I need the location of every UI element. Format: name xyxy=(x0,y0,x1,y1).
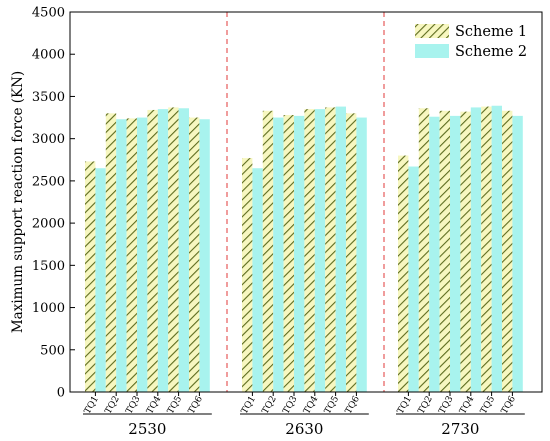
bar-scheme-2 xyxy=(470,107,482,392)
bar-scheme-2 xyxy=(314,109,326,392)
y-tick-label: 4000 xyxy=(32,48,65,63)
bar-scheme-1 xyxy=(460,111,471,393)
bar-scheme-2 xyxy=(335,106,346,393)
bar-scheme-1 xyxy=(439,110,450,393)
bar-scheme-2 xyxy=(157,109,169,392)
bar-scheme-1 xyxy=(262,110,274,393)
bar-scheme-1 xyxy=(85,161,96,392)
y-tick-label: 1500 xyxy=(32,259,65,274)
bar-scheme-1 xyxy=(105,113,117,392)
bar-scheme-1 xyxy=(325,107,336,392)
group-label: 2730 xyxy=(441,420,479,438)
bar-scheme-2 xyxy=(116,119,127,392)
y-axis-label: Maximum support reaction force (KN) xyxy=(10,71,26,333)
plot-frame xyxy=(69,11,543,393)
bar-scheme-2 xyxy=(491,105,502,392)
y-tick-label: 0 xyxy=(57,386,65,401)
bar-scheme-2 xyxy=(95,168,106,392)
bar-scheme-2 xyxy=(512,115,523,392)
bar-scheme-2 xyxy=(273,117,284,393)
bar-scheme-2 xyxy=(137,117,148,393)
bar-scheme-1 xyxy=(304,109,315,392)
y-tick-label: 2500 xyxy=(32,174,65,189)
bar-scheme-1 xyxy=(418,108,430,393)
bar-scheme-1 xyxy=(398,155,409,392)
bar-scheme-1 xyxy=(242,158,253,392)
bar-scheme-1 xyxy=(346,113,357,392)
bar-scheme-1 xyxy=(189,117,200,393)
bar-scheme-1 xyxy=(502,110,513,393)
group-label: 2530 xyxy=(128,420,166,438)
bar-scheme-2 xyxy=(450,115,461,392)
y-tick-label: 3000 xyxy=(32,132,65,147)
bar-scheme-2 xyxy=(199,119,210,392)
bar-scheme-2 xyxy=(429,116,440,392)
legend-swatch-2 xyxy=(415,44,449,58)
bar-scheme-1 xyxy=(168,107,179,392)
y-tick-label: 500 xyxy=(40,343,65,358)
y-tick-label: 1000 xyxy=(32,301,65,316)
bar-scheme-2 xyxy=(408,166,419,392)
bar-scheme-2 xyxy=(252,168,263,392)
group-label: 2630 xyxy=(285,420,323,438)
y-tick-label: 3500 xyxy=(32,90,65,105)
legend-label: Scheme 2 xyxy=(455,44,527,60)
legend-swatch-1 xyxy=(415,24,449,38)
bar-scheme-2 xyxy=(294,115,305,392)
bar-scheme-1 xyxy=(126,118,137,393)
y-tick-label: 4500 xyxy=(32,6,65,21)
bar-scheme-2 xyxy=(356,117,367,393)
legend-label: Scheme 1 xyxy=(455,24,527,40)
bar-scheme-1 xyxy=(147,109,158,392)
bar-scheme-1 xyxy=(283,115,294,393)
bar-scheme-2 xyxy=(178,108,189,393)
y-tick-label: 2000 xyxy=(32,217,65,232)
bar-scheme-1 xyxy=(481,106,492,393)
